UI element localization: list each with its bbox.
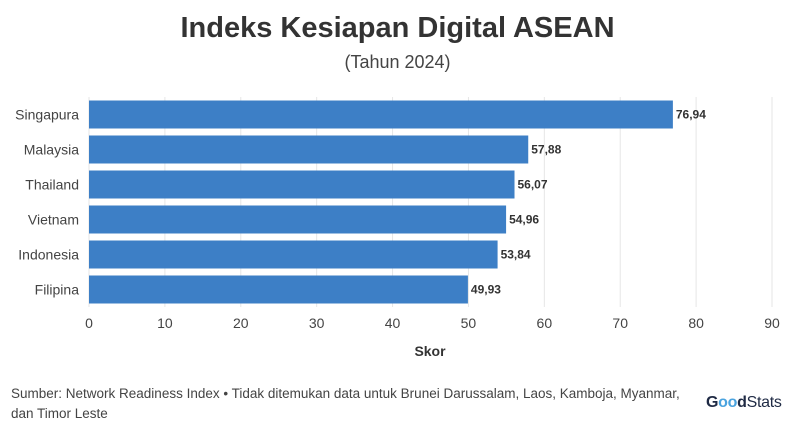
category-label: Filipina: [35, 282, 80, 298]
x-tick-label: 80: [688, 315, 704, 331]
grid-lines: [88, 97, 773, 307]
x-tick-label: 0: [85, 315, 93, 331]
logo-text-g: G: [706, 394, 719, 411]
x-tick-label: 10: [157, 315, 173, 331]
bar: [89, 170, 515, 199]
value-labels: 76,94 57,88 56,07 54,96 53,84 49,93: [471, 108, 706, 297]
x-tick-label: 60: [537, 315, 553, 331]
source-note: Sumber: Network Readiness Index • Tidak …: [11, 386, 680, 421]
value-label: 76,94: [676, 108, 706, 122]
bar: [89, 205, 507, 234]
value-label: 56,07: [518, 178, 548, 192]
bar: [89, 100, 673, 129]
x-tick-labels: 0 10 20 30 40 50 60 70 80 90: [85, 315, 780, 331]
goodstats-logo: GoodStats: [706, 394, 782, 412]
x-tick-label: 70: [612, 315, 628, 331]
chart-title: Indeks Kesiapan Digital ASEAN: [180, 12, 615, 44]
bar: [89, 135, 529, 164]
value-label: 57,88: [531, 143, 561, 157]
value-label: 53,84: [501, 248, 531, 262]
category-label: Vietnam: [28, 212, 79, 228]
bar: [89, 275, 468, 304]
bar: [89, 240, 498, 269]
x-tick-label: 30: [309, 315, 325, 331]
x-tick-label: 40: [385, 315, 401, 331]
category-label: Singapura: [15, 107, 79, 123]
chart-subtitle: (Tahun 2024): [344, 52, 451, 72]
bars: [89, 100, 673, 304]
value-label: 54,96: [509, 213, 539, 227]
logo-text-oo: oo: [718, 394, 738, 411]
category-labels: Singapura Malaysia Thailand Vietnam Indonesi…: [15, 107, 79, 298]
category-label: Indonesia: [18, 247, 79, 263]
category-label: Thailand: [25, 177, 79, 193]
value-label: 49,93: [471, 283, 501, 297]
logo-text-d: d: [737, 394, 747, 411]
logo-text-stats: Stats: [746, 394, 782, 411]
x-tick-label: 90: [764, 315, 780, 331]
x-tick-label: 20: [233, 315, 249, 331]
x-axis-title: Skor: [414, 343, 446, 359]
x-tick-label: 50: [461, 315, 477, 331]
category-label: Malaysia: [24, 142, 79, 158]
